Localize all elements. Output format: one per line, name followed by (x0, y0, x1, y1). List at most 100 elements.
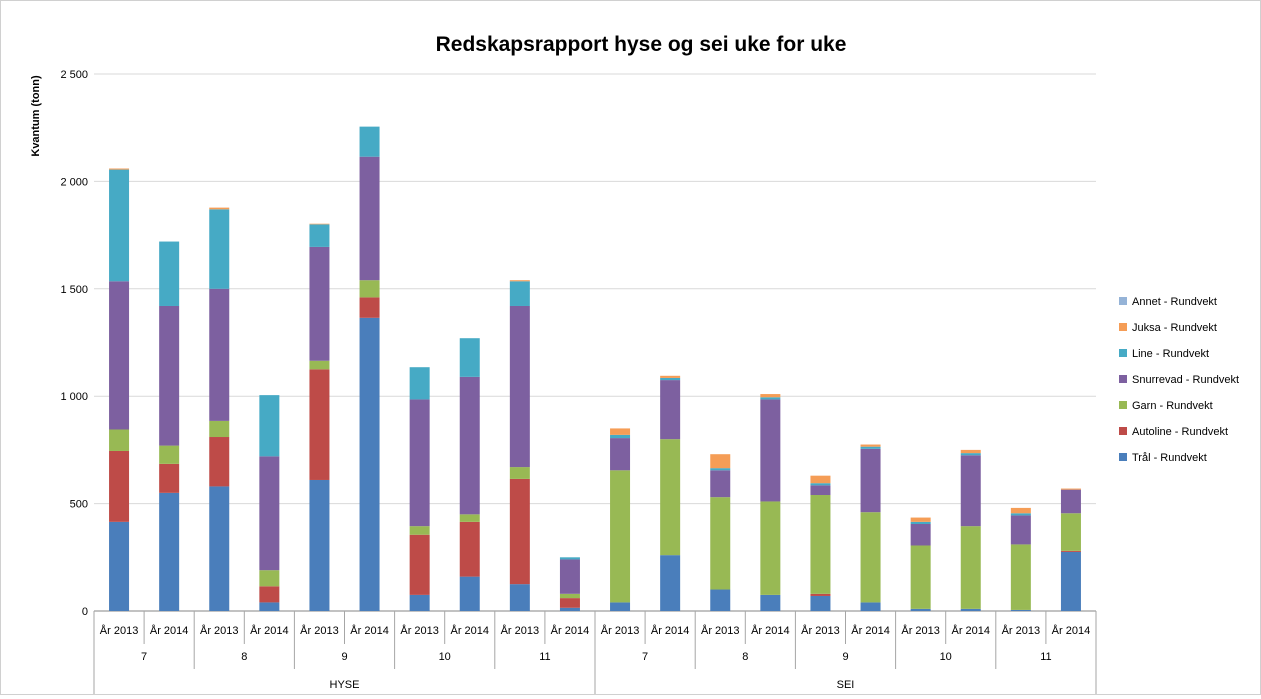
bar-segment (910, 517, 931, 522)
bar-segment (610, 438, 631, 471)
bar-segment (660, 380, 681, 440)
legend-label: Snurrevad - Rundvekt (1132, 374, 1239, 386)
bar-segment (359, 297, 380, 318)
legend-swatch (1119, 453, 1127, 461)
y-tick-label: 2 500 (60, 69, 88, 81)
bar-segment (309, 246, 330, 361)
bar-segment (209, 437, 230, 487)
bar-segment (710, 454, 731, 469)
bar-segment (309, 224, 330, 247)
x-tick-label: År 2014 (1052, 624, 1091, 637)
bar-segment (359, 317, 380, 611)
bar-segment (1010, 609, 1031, 611)
legend-swatch (1119, 297, 1127, 305)
bar-segment (860, 446, 881, 449)
x-tick-label: År 2013 (300, 624, 339, 637)
x-tick-label: År 2014 (250, 624, 289, 637)
bar-segment (409, 399, 430, 527)
y-tick-label: 1 500 (60, 284, 88, 296)
week-group-label: 10 (940, 651, 952, 663)
bar-segment (860, 448, 881, 513)
bar-segment (610, 428, 631, 435)
bar-segment (109, 450, 130, 522)
bar-segment (710, 589, 731, 611)
y-tick-label: 0 (82, 606, 88, 618)
week-group-label: 11 (1040, 651, 1051, 663)
bar-segment (660, 377, 681, 381)
species-group-label: SEI (837, 679, 855, 691)
legend: Annet - Rundvekt Juksa - Rundvekt Line - R… (1119, 296, 1239, 464)
bar-segment (209, 486, 230, 611)
week-group-label: 8 (241, 651, 247, 663)
bar-segment (509, 584, 530, 611)
bar-segment (459, 576, 480, 611)
x-tick-label: År 2013 (701, 624, 740, 637)
legend-label: Juksa - Rundvekt (1132, 322, 1217, 334)
legend-swatch (1119, 427, 1127, 435)
bar-segment (259, 586, 280, 603)
week-group-label: 8 (742, 651, 748, 663)
bar-segment (1060, 488, 1081, 490)
x-tick-label: År 2013 (200, 624, 239, 637)
bar-segment (159, 305, 180, 446)
bar-segment (1010, 513, 1031, 516)
bar-segment (309, 479, 330, 611)
bar-segment (760, 397, 781, 400)
bar-segment (109, 521, 130, 611)
bars (109, 126, 1081, 611)
bar-segment (960, 608, 981, 611)
week-group-label: 9 (842, 651, 848, 663)
bar-segment (610, 434, 631, 439)
x-tick-label: År 2014 (350, 624, 389, 637)
bar-segment (459, 376, 480, 515)
bar-segment (710, 470, 731, 498)
bar-segment (660, 439, 681, 556)
x-axis: År 2013 År 2014 År 2013 År 2014 År 2013 År 20… (93, 611, 1097, 694)
y-tick-label: 1 000 (60, 391, 88, 403)
bar-segment (760, 399, 781, 502)
x-tick-label: År 2014 (450, 624, 489, 637)
bar-segment (960, 455, 981, 527)
bar-segment (860, 602, 881, 611)
bar-segment (359, 156, 380, 281)
bar-segment (159, 445, 180, 464)
bar-segment (309, 360, 330, 370)
x-tick-label: År 2013 (901, 624, 940, 637)
bar-segment (109, 281, 130, 430)
bar-segment (559, 607, 580, 611)
bar-segment (610, 470, 631, 603)
bar-segment (860, 512, 881, 603)
bar-segment (509, 467, 530, 479)
bar-segment (409, 367, 430, 400)
bar-segment (109, 168, 130, 170)
bar-segment (259, 456, 280, 571)
bar-segment (910, 524, 931, 546)
bar-segment (359, 280, 380, 298)
bar-segment (359, 126, 380, 157)
bar-segment (209, 420, 230, 438)
bar-segment (559, 593, 580, 599)
legend-swatch (1119, 401, 1127, 409)
week-group-label: 7 (642, 651, 648, 663)
legend-label: Garn - Rundvekt (1132, 400, 1213, 412)
bar-segment (960, 526, 981, 609)
legend-label: Trål - Rundvekt (1132, 452, 1207, 464)
bar-segment (459, 521, 480, 577)
bar-segment (910, 608, 931, 611)
bar-segment (559, 557, 580, 560)
legend-label: Annet - Rundvekt (1132, 296, 1217, 308)
bar-segment (159, 241, 180, 306)
x-tick-label: År 2014 (951, 624, 990, 637)
bar-segment (760, 501, 781, 595)
legend-swatch (1119, 323, 1127, 331)
bar-segment (910, 521, 931, 525)
bar-segment (459, 514, 480, 522)
chart-title: Redskapsrapport hyse og sei uke for uke (436, 33, 847, 56)
bar-segment (309, 369, 330, 480)
bar-segment (1060, 513, 1081, 551)
bar-segment (409, 594, 430, 611)
bar-segment (860, 444, 881, 447)
bar-segment (509, 305, 530, 468)
bar-segment (159, 463, 180, 493)
